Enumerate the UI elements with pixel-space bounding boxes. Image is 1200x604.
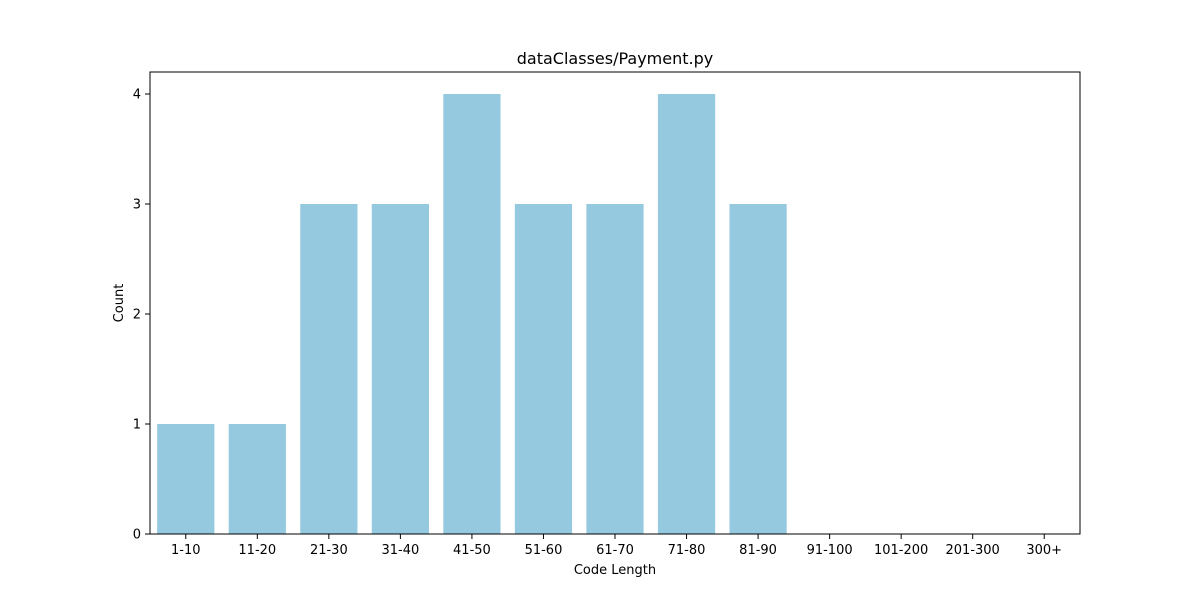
- y-tick-label: 3: [133, 198, 141, 213]
- y-tick-label: 4: [133, 88, 141, 103]
- chart-title: dataClasses/Payment.py: [517, 49, 713, 68]
- bar-1-10: [157, 424, 215, 534]
- y-tick-label: 0: [133, 528, 141, 543]
- bar-41-50: [443, 94, 501, 534]
- y-axis-label: Count: [112, 284, 127, 323]
- x-tick-label: 41-50: [453, 543, 491, 558]
- x-tick-label: 1-10: [171, 543, 201, 558]
- bar-61-70: [586, 204, 644, 534]
- x-tick-label: 300+: [1026, 543, 1062, 558]
- bar-81-90: [729, 204, 787, 534]
- x-tick-label: 201-300: [946, 543, 1000, 558]
- y-axis: 0 1 2 3 4: [133, 88, 150, 543]
- x-tick-label: 91-100: [807, 543, 853, 558]
- x-tick-label: 61-70: [596, 543, 634, 558]
- x-tick-label: 31-40: [381, 543, 419, 558]
- x-tick-label: 11-20: [238, 543, 276, 558]
- x-tick-label: 71-80: [668, 543, 706, 558]
- y-tick-label: 2: [133, 308, 141, 323]
- y-tick-label: 1: [133, 418, 141, 433]
- bar-71-80: [657, 94, 716, 534]
- x-axis-label: Code Length: [574, 563, 656, 578]
- bar-31-40: [371, 204, 429, 534]
- x-axis: 1-10 11-20 21-30 31-40 41-50 51-60 61-70 71-80 8…: [171, 534, 1062, 558]
- bars-layer: [157, 94, 787, 534]
- x-tick-label: 81-90: [739, 543, 777, 558]
- x-tick-label: 101-200: [874, 543, 928, 558]
- bar-21-30: [300, 204, 358, 534]
- x-tick-label: 21-30: [310, 543, 348, 558]
- bar-51-60: [514, 204, 573, 534]
- x-tick-label: 51-60: [525, 543, 563, 558]
- bar-11-20: [228, 424, 286, 534]
- plot-frame: [149, 71, 1081, 535]
